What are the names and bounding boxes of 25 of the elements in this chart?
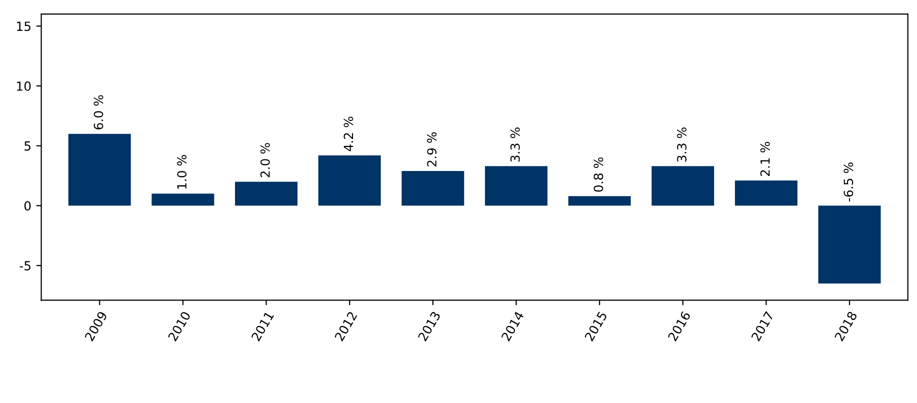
- y-tick-label: 5: [24, 141, 30, 151]
- bar: [652, 166, 714, 206]
- bar: [568, 196, 631, 206]
- bar: [234, 182, 298, 206]
- data-label: 0.8 %: [594, 157, 604, 192]
- data-label: 2.9 %: [427, 132, 437, 166]
- bar: [68, 134, 131, 206]
- data-label: 2.0 %: [260, 143, 270, 178]
- data-label: 3.3 %: [510, 128, 520, 162]
- y-tick-label: 0: [24, 201, 31, 211]
- bar: [152, 194, 214, 206]
- bar: [818, 206, 881, 284]
- y-tick-label: 15: [17, 22, 30, 32]
- bar: [402, 170, 464, 206]
- data-label: 6.0 %: [94, 95, 104, 130]
- bar: [484, 166, 548, 206]
- data-label: 1.0 %: [177, 155, 187, 189]
- bar: [734, 180, 798, 206]
- data-label: 4.2 %: [344, 116, 354, 152]
- y-tick-label: 10: [17, 81, 31, 91]
- bar: [318, 155, 381, 206]
- y-tick-label: -5: [20, 261, 30, 270]
- data-label: -6.5 %: [844, 162, 854, 202]
- data-label: 3.3 %: [677, 128, 686, 162]
- data-label: 2.1 %: [760, 142, 770, 176]
